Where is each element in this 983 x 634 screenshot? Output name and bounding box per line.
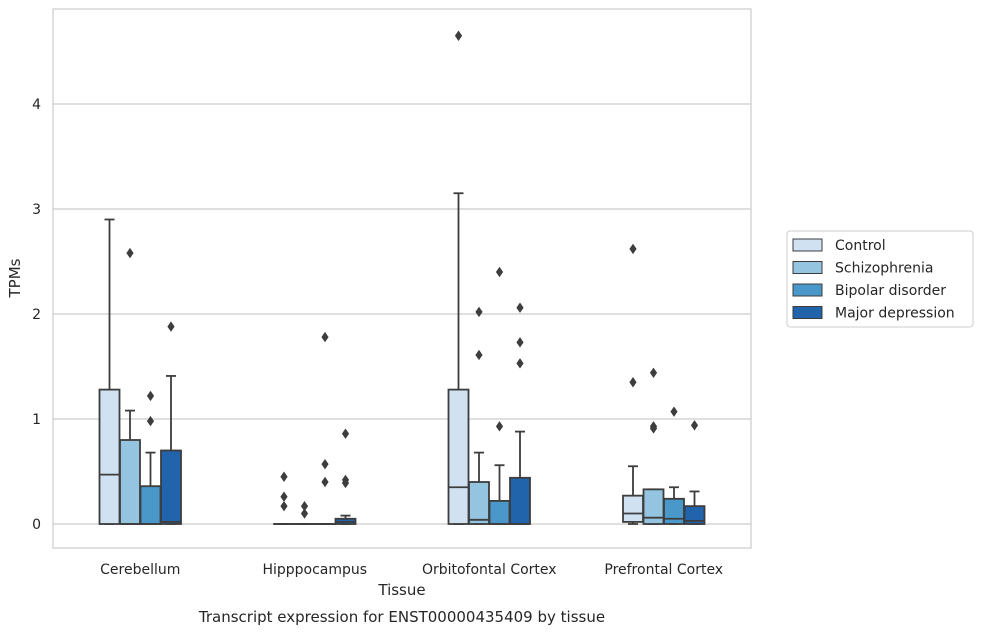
outlier-point: [341, 477, 350, 489]
chart-caption: Transcript expression for ENST0000043540…: [198, 608, 605, 626]
outlier-point: [146, 415, 155, 427]
box-group: [334, 428, 357, 525]
box-group: [663, 406, 685, 525]
outlier-point: [454, 30, 463, 41]
box: [119, 439, 141, 525]
box: [683, 505, 706, 525]
box: [447, 388, 470, 525]
box-group: [622, 243, 644, 525]
y-tick-label: 4: [32, 97, 41, 113]
x-tick-labels: Cerebellum Hipppocampus Orbitofontal Corte…: [100, 562, 723, 578]
legend-swatch: [792, 283, 823, 297]
outlier-point: [280, 471, 288, 482]
box-group: [119, 247, 141, 525]
box-group: [488, 266, 511, 525]
box-group: [293, 500, 316, 525]
x-tick-label: Hipppocampus: [262, 562, 367, 578]
box-group: [447, 30, 470, 525]
plot-frame: [52, 8, 752, 549]
outlier-point: [300, 508, 309, 519]
y-tick-label: 2: [32, 307, 41, 323]
box: [509, 476, 531, 525]
outlier-point: [280, 500, 288, 512]
outlier-point: [649, 367, 658, 378]
box-group: [683, 420, 706, 525]
box: [160, 449, 182, 525]
box-group: [642, 367, 665, 525]
outlier-point: [300, 500, 309, 512]
legend-label: Control: [835, 238, 886, 254]
outlier-point: [495, 421, 504, 432]
outlier-point: [146, 390, 155, 402]
box: [98, 388, 121, 525]
outlier-point: [321, 476, 329, 488]
x-tick-label: Prefrontal Cortex: [604, 562, 723, 578]
y-axis-label: TPMs: [6, 258, 24, 298]
box: [488, 499, 511, 525]
y-tick-label: 3: [32, 202, 41, 218]
outlier-point: [629, 377, 637, 388]
box: [642, 488, 665, 525]
legend-frame: [786, 230, 974, 328]
legend-swatch: [792, 261, 823, 274]
outlier-point: [690, 420, 699, 431]
legend-label: Major depression: [835, 306, 955, 322]
box-group: [160, 321, 182, 525]
outlier-point: [126, 247, 134, 259]
outlier-point: [321, 458, 329, 470]
y-tick-labels: 0 1 2 3 4: [32, 97, 41, 533]
outlier-point: [495, 266, 504, 278]
x-tick-label: Orbitofontal Cortex: [422, 562, 557, 578]
outlier-point: [516, 302, 524, 313]
box-group: [509, 302, 531, 525]
outlier-point: [629, 243, 637, 255]
outlier-point: [341, 428, 350, 439]
x-tick-label: Cerebellum: [100, 562, 180, 578]
box: [139, 485, 162, 525]
legend: Control Schizophrenia Bipolar disorder Majo…: [786, 230, 974, 328]
outlier-point: [167, 321, 175, 332]
outlier-point: [516, 358, 524, 369]
legend-label: Schizophrenia: [835, 261, 933, 277]
outlier-point: [321, 331, 329, 343]
outlier-point: [475, 349, 483, 361]
box-group: [139, 390, 162, 525]
boxes: [98, 30, 706, 525]
box-group: [314, 331, 336, 525]
legend-label: Bipolar disorder: [835, 283, 946, 299]
y-tick-label: 0: [32, 517, 41, 533]
legend-swatch: [792, 238, 823, 252]
box-group: [98, 218, 121, 525]
outlier-point: [280, 491, 288, 502]
outlier-point: [475, 306, 483, 318]
outlier-point: [516, 337, 524, 348]
box: [663, 497, 685, 525]
outlier-point: [649, 423, 658, 434]
box: [622, 494, 644, 523]
x-axis-label: Tissue: [377, 581, 425, 599]
legend-swatch: [792, 306, 823, 319]
box-group: [273, 471, 295, 525]
y-tick-label: 1: [32, 412, 41, 428]
outlier-point: [670, 406, 678, 417]
box: [468, 481, 490, 525]
box-group: [468, 306, 490, 525]
gridlines: [53, 103, 751, 525]
